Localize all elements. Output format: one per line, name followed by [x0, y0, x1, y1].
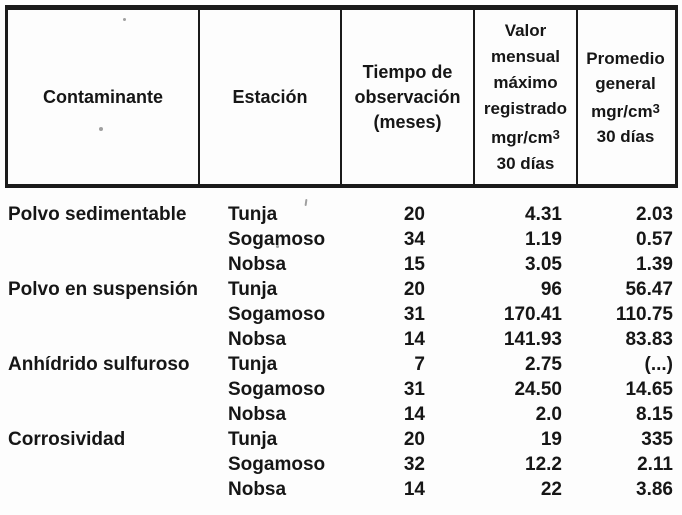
header-line-promedio-1: general: [595, 73, 656, 93]
station-cell: Nobsa: [228, 329, 287, 350]
header-cell-contaminante: Contaminante: [8, 10, 198, 184]
scan-speck: [99, 127, 103, 131]
general-average-cell: 8.15: [636, 404, 673, 425]
header-line-promedio-2: mgr/cm3: [591, 100, 660, 121]
general-average-cell: 56.47: [625, 279, 673, 300]
table-row: Polvo en suspensión Tunja 20 96 56.47: [0, 277, 682, 302]
table-row: Anhídrido sulfuroso Tunja 7 2.75 (...): [0, 352, 682, 377]
observation-months-cell: 31: [403, 304, 425, 325]
table-row: Nobsa 14 22 3.86: [0, 477, 682, 502]
header-line-contaminante-0: Contaminante: [42, 86, 163, 107]
header-line-valor-2: máximo: [493, 72, 558, 92]
observation-months-cell: 14: [403, 479, 425, 500]
monthly-max-value-cell: 22: [540, 479, 562, 500]
header-line-promedio-0: Promedio: [586, 48, 665, 68]
table-row: Sogamoso 32 12.2 2.11: [0, 452, 682, 477]
header-line-promedio-3: 30 días: [596, 126, 655, 146]
general-average-cell: 83.83: [625, 329, 673, 350]
monthly-max-value-cell: 2.75: [525, 354, 562, 375]
observation-months-cell: 20: [403, 279, 425, 300]
general-average-cell: 1.39: [636, 254, 673, 275]
scan-speck: [276, 245, 279, 248]
table-row: Sogamoso 34 1.19 0.57: [0, 227, 682, 252]
general-average-cell: 110.75: [615, 304, 673, 325]
general-average-cell: 14.65: [625, 379, 673, 400]
station-cell: Nobsa: [228, 479, 287, 500]
header-line-tiempo-0: Tiempo de: [362, 61, 453, 82]
monthly-max-value-cell: 19: [540, 429, 562, 450]
scan-speck: [123, 18, 126, 21]
observation-months-cell: 31: [403, 379, 425, 400]
observation-months-cell: 34: [403, 229, 425, 250]
header-line-valor-0: Valor: [504, 20, 547, 40]
general-average-cell: 335: [641, 429, 673, 450]
header-line-tiempo-1: observación: [354, 86, 461, 107]
contaminant-cell: Polvo sedimentable: [8, 204, 187, 225]
contaminant-cell: Corrosividad: [8, 429, 126, 450]
station-cell: Tunja: [228, 429, 278, 450]
table-row: Nobsa 15 3.05 1.39: [0, 252, 682, 277]
monthly-max-value-cell: 3.05: [525, 254, 562, 275]
general-average-cell: 3.86: [636, 479, 673, 500]
observation-months-cell: 20: [403, 429, 425, 450]
monthly-max-value-cell: 96: [540, 279, 562, 300]
station-cell: Sogamoso: [228, 379, 326, 400]
station-cell: Nobsa: [228, 404, 287, 425]
table-row: Polvo sedimentable Tunja 20 4.31 2.03: [0, 202, 682, 227]
monthly-max-value-cell: 141.93: [503, 329, 562, 350]
monthly-max-value-cell: 170.41: [503, 304, 562, 325]
general-average-cell: 0.57: [636, 229, 673, 250]
observation-months-cell: 7: [414, 354, 425, 375]
table-header: Contaminante Estación Tiempo de observaci…: [5, 5, 678, 188]
general-average-cell: 2.03: [636, 204, 673, 225]
station-cell: Nobsa: [228, 254, 287, 275]
header-cell-estacion: Estación: [198, 10, 340, 184]
superscript: 3: [652, 100, 660, 116]
table-row: Sogamoso 31 170.41 110.75: [0, 302, 682, 327]
table-row: Corrosividad Tunja 20 19 335: [0, 427, 682, 452]
header-line-valor-5: 30 días: [496, 153, 555, 173]
station-cell: Sogamoso: [228, 304, 326, 325]
header-line-valor-1: mensual: [491, 46, 560, 66]
monthly-max-value-cell: 4.31: [525, 204, 562, 225]
station-cell: Sogamoso: [228, 454, 326, 475]
station-cell: Tunja: [228, 354, 278, 375]
monthly-max-value-cell: 2.0: [535, 404, 562, 425]
station-cell: Sogamoso: [228, 229, 326, 250]
general-average-cell: 2.11: [637, 454, 673, 475]
table-row: Nobsa 14 141.93 83.83: [0, 327, 682, 352]
observation-months-cell: 14: [403, 329, 425, 350]
monthly-max-value-cell: 1.19: [525, 229, 562, 250]
header-line-tiempo-2: (meses): [373, 111, 442, 132]
contaminant-cell: Polvo en suspensión: [8, 279, 199, 300]
table-row: Sogamoso 31 24.50 14.65: [0, 377, 682, 402]
station-cell: Tunja: [228, 279, 278, 300]
table-body: Polvo sedimentable Tunja 20 4.31 2.03 Sogamos…: [0, 202, 682, 502]
contaminant-cell: Anhídrido sulfuroso: [8, 354, 190, 375]
station-cell: Tunja: [228, 204, 278, 225]
observation-months-cell: 14: [403, 404, 425, 425]
monthly-max-value-cell: 24.50: [514, 379, 562, 400]
superscript: 3: [552, 126, 560, 142]
header-cell-tiempo-observacion: Tiempo de observación (meses): [340, 10, 473, 184]
header-line-valor-4: mgr/cm3: [491, 126, 560, 147]
general-average-cell: (...): [644, 354, 674, 375]
observation-months-cell: 32: [403, 454, 425, 475]
header-cell-promedio-general: Promedio general mgr/cm3 30 días: [576, 10, 673, 184]
observation-months-cell: 15: [403, 254, 425, 275]
monthly-max-value-cell: 12.2: [525, 454, 562, 475]
observation-months-cell: 20: [403, 204, 425, 225]
header-line-valor-3: registrado: [483, 98, 568, 118]
header-cell-valor-mensual-maximo: Valor mensual máximo registrado mgr/cm3 30 dí…: [473, 10, 576, 184]
header-line-estacion-0: Estación: [232, 86, 308, 107]
table-row: Nobsa 14 2.0 8.15: [0, 402, 682, 427]
